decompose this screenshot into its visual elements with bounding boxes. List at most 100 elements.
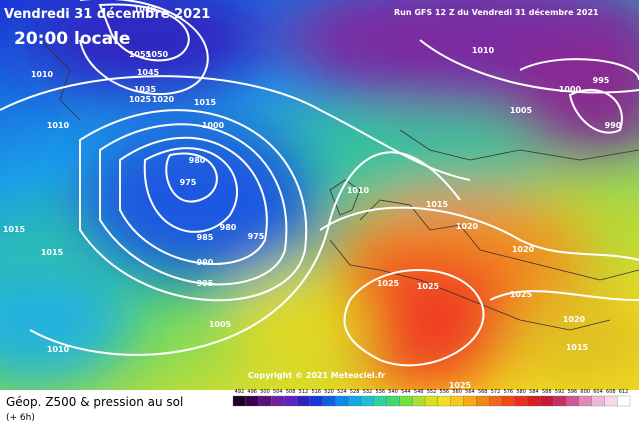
isobar-label: 1040 — [134, 5, 157, 14]
colorbar-swatch — [540, 395, 554, 407]
isobar-label: 975 — [180, 178, 197, 187]
colorbar-tick: 588 — [542, 389, 552, 395]
colorbar-tick: 500 — [260, 389, 270, 395]
isobar-label: 1015 — [3, 225, 26, 234]
colorbar-tick: 572 — [491, 389, 501, 395]
isobar-label: 1010 — [347, 186, 370, 195]
colorbar-swatch — [578, 395, 592, 407]
colorbar-swatch — [322, 395, 336, 407]
isobar-label: 1015 — [426, 200, 449, 209]
colorbar-swatch — [553, 395, 567, 407]
colorbar-tick: 564 — [465, 389, 475, 395]
colorbar-swatch — [488, 395, 503, 407]
isobar-label: 1020 — [563, 315, 586, 324]
colorbar-tick: 504 — [273, 389, 283, 395]
colorbar-tick: 512 — [299, 389, 309, 395]
colorbar-tick: 496 — [247, 389, 257, 395]
colorbar-tick: 580 — [516, 389, 526, 395]
colorbar-swatch — [245, 395, 259, 407]
colorbar-tick: 532 — [363, 389, 373, 395]
isobar-label: 1020 — [152, 95, 175, 104]
colorbar-tick: 548 — [414, 389, 424, 395]
isobar-label: 1025 — [449, 381, 472, 390]
colorbar-swatch — [412, 395, 426, 407]
colorbar-swatch — [373, 395, 387, 407]
isobar-label: 990 — [605, 121, 622, 130]
field — [0, 0, 639, 390]
isobar-label: 1025 — [129, 95, 152, 104]
colorbar-tick: 528 — [350, 389, 360, 395]
isobar-label: 1020 — [512, 245, 535, 254]
colorbar-tick: 596 — [568, 389, 578, 395]
isobar-label: 1010 — [47, 345, 70, 354]
colorbar-swatch — [309, 395, 323, 407]
isobar-label: 1045 — [137, 68, 160, 77]
colorbar-swatch — [360, 395, 375, 407]
colorbar-swatch — [565, 395, 579, 407]
isobar-label: 1005 — [510, 106, 533, 115]
colorbar-tick: 544 — [401, 389, 411, 395]
run: Run GFS 12 Z du Vendredi 31 décembre 202… — [394, 7, 599, 17]
isobar-label: 1020 — [456, 222, 479, 231]
colorbar-swatch — [348, 395, 362, 407]
colorbar-swatch — [476, 395, 490, 407]
colorbar-tick: 516 — [311, 389, 321, 395]
colorbar-swatch — [386, 395, 400, 407]
colorbar-swatch — [284, 395, 298, 407]
colorbar-tick: 560 — [452, 389, 462, 395]
isobar-label: 1015 — [41, 248, 64, 257]
isobar-label: 1000 — [559, 85, 582, 94]
colorbar-tick: 608 — [606, 389, 616, 395]
colorbar-swatch — [437, 395, 451, 407]
isobar-label: 980 — [220, 223, 237, 232]
isobar-label: 1010 — [47, 121, 70, 130]
isobars — [0, 0, 639, 365]
isobar-label: 1000 — [202, 121, 225, 130]
isobar-label: 1025 — [377, 279, 400, 288]
colorbar: 492 496 500 504 508 512 516 520 524 528 532 536 540 5… — [232, 389, 631, 407]
isobar-label: 1025 — [510, 290, 533, 299]
colorbar-tick: 536 — [376, 389, 386, 395]
colorbar-swatch — [604, 395, 618, 407]
colorbar-swatch — [463, 395, 477, 407]
date: Vendredi 31 décembre 2021 — [4, 7, 210, 22]
colorbar-tick: 568 — [478, 389, 488, 395]
isobar-label: 1010 — [31, 70, 54, 79]
colorbar-swatch — [296, 395, 310, 407]
colorbar-tick: 556 — [440, 389, 450, 395]
colorbar-tick: 540 — [388, 389, 398, 395]
colorbar-tick: 520 — [324, 389, 334, 395]
isobar-label: 1005 — [209, 320, 232, 329]
isobar-label: 1015 — [194, 98, 217, 107]
isobar-label: 1025 — [417, 282, 440, 291]
colorbar-tick: 584 — [529, 389, 539, 395]
colorbar-swatch — [591, 395, 605, 407]
isobar-label: 995 — [197, 279, 214, 288]
footer-title: Géop. Z500 & pression au sol — [6, 395, 183, 409]
colorbar-tick: 576 — [504, 389, 514, 395]
colorbar-tick: 552 — [427, 389, 437, 395]
colorbar-swatch — [450, 395, 464, 407]
isobar-label: 995 — [593, 76, 610, 85]
isobar-label: 1015 — [566, 343, 589, 352]
isobar-label: 975 — [248, 232, 265, 241]
colorbar-tick: 600 — [580, 389, 590, 395]
colorbar-swatch — [424, 395, 439, 407]
colorbar-swatch — [335, 395, 349, 407]
colorbar-swatch — [258, 395, 272, 407]
isobar-label: 1010 — [472, 46, 495, 55]
colorbar-tick: 508 — [286, 389, 296, 395]
isobar-label: 985 — [197, 233, 214, 242]
colorbar-swatch — [271, 395, 285, 407]
colorbar-swatch — [527, 395, 541, 407]
colorbar-tick: 604 — [593, 389, 603, 395]
colorbar-swatch — [501, 395, 515, 407]
colorbar-tick: 492 — [235, 389, 245, 395]
colorbar-swatch — [399, 395, 413, 407]
isobar-label: 1035 — [134, 85, 157, 94]
copyright: Copyright © 2021 Meteociel.fr — [248, 371, 385, 380]
colorbar-swatch — [514, 395, 528, 407]
isobar-label: 980 — [189, 156, 206, 165]
